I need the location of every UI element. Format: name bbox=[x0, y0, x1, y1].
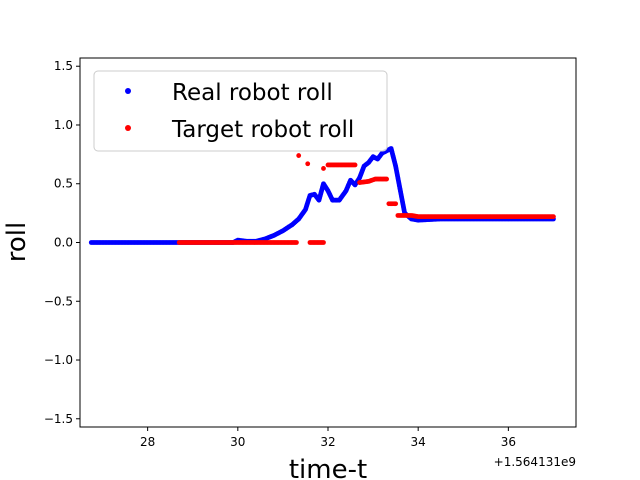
data-point bbox=[551, 214, 556, 220]
data-point bbox=[352, 162, 358, 168]
plot-frame bbox=[79, 57, 577, 428]
x-tick-label: 34 bbox=[411, 435, 426, 449]
axes: 28 30 32 34 36 −1.5 −1.0 −0.5 0.0 0.5 1.0 1.5 bbox=[44, 59, 516, 449]
legend-label: Target robot roll bbox=[171, 117, 354, 143]
data-point bbox=[296, 153, 302, 158]
series-target-robot-roll bbox=[176, 153, 556, 245]
y-tick-label: −1.5 bbox=[44, 412, 73, 426]
legend: Real robot roll Target robot roll bbox=[93, 70, 388, 152]
data-point bbox=[305, 161, 311, 167]
legend-marker bbox=[125, 88, 131, 94]
legend-box bbox=[93, 70, 388, 152]
y-tick-label: 0.0 bbox=[54, 236, 73, 250]
data-point bbox=[321, 166, 326, 171]
y-tick-label: 1.0 bbox=[54, 118, 73, 132]
x-axis-label: time-t bbox=[289, 455, 367, 480]
data-point bbox=[384, 176, 390, 182]
x-tick-label: 30 bbox=[230, 435, 245, 449]
x-axis-offset-label: +1.564131e9 bbox=[494, 455, 576, 469]
data-point bbox=[393, 201, 399, 207]
x-tick-label: 32 bbox=[320, 435, 335, 449]
y-tick-label: 1.5 bbox=[54, 59, 73, 73]
x-tick-label: 28 bbox=[140, 435, 155, 449]
data-point bbox=[321, 240, 326, 245]
legend-label: Real robot roll bbox=[172, 80, 333, 106]
data-marks bbox=[88, 146, 556, 245]
y-tick-label: −1.0 bbox=[44, 353, 73, 367]
data-point bbox=[294, 240, 299, 245]
legend-marker bbox=[125, 125, 131, 131]
y-tick-label: 0.5 bbox=[54, 177, 73, 191]
x-tick-label: 36 bbox=[501, 435, 516, 449]
y-axis-label: roll bbox=[2, 222, 32, 262]
y-tick-label: −0.5 bbox=[44, 294, 73, 308]
